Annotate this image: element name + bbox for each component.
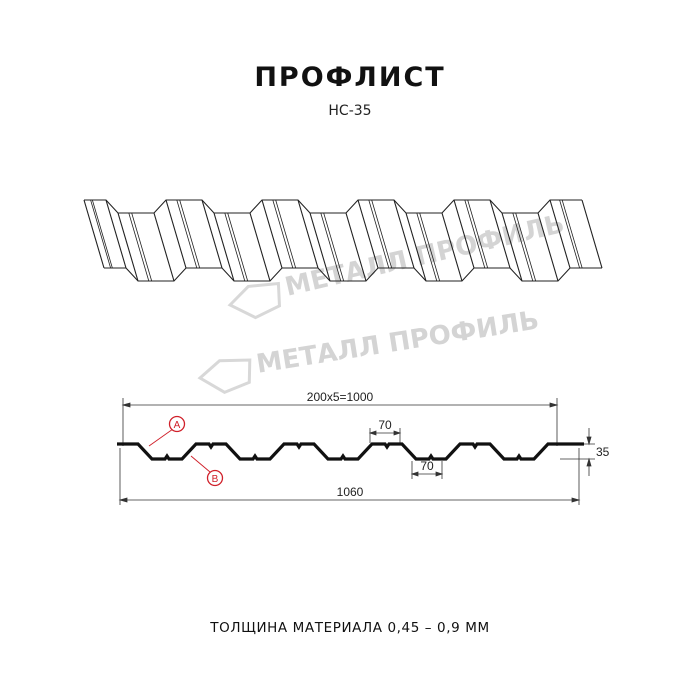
arrowheads (368, 430, 402, 436)
sheet-stiffener-line (90, 199, 111, 269)
bottom-shelf-label: 70 (420, 459, 434, 473)
sheet-stiffener-line (512, 212, 534, 282)
sheet-fold-line (549, 199, 571, 269)
sheet-stiffener-line (131, 212, 153, 282)
sheet-fold-line (213, 212, 235, 282)
sheet-fold-line (537, 212, 559, 282)
sheet-stiffener-line (227, 212, 249, 282)
marker-b-circle (206, 469, 224, 487)
sheet-back-edge (84, 199, 582, 214)
watermark-lower: МЕТАЛЛ ПРОФИЛЬ (197, 305, 541, 395)
sheet-stiffener-line (176, 199, 198, 269)
sheet-stiffener-line (275, 199, 297, 269)
sheet-fold-line (309, 212, 331, 282)
pitch-dimension-label: 200x5=1000 (307, 390, 374, 404)
sheet-fold-line (153, 212, 175, 282)
sheet-fold-line (345, 212, 367, 282)
sheet-fold-line (105, 199, 127, 269)
sheet-stiffener-line (368, 199, 390, 269)
material-thickness: ТОЛЩИНА МАТЕРИАЛА 0,45 – 0,9 ММ (210, 620, 490, 636)
sheet-stiffener-line (561, 199, 583, 269)
watermark-logo-icon (197, 358, 252, 395)
sheet-fold-line (357, 199, 379, 269)
sheet-fold-line (165, 199, 187, 269)
sheet-fold-line (453, 199, 475, 269)
watermark-text: МЕТАЛЛ ПРОФИЛЬ (254, 305, 541, 379)
marker-b-leader (190, 455, 211, 473)
cross-section (117, 398, 595, 505)
profile-model: НС-35 (328, 103, 372, 119)
sheet-stiffener-line (91, 199, 113, 269)
marker-a-label: A (174, 420, 181, 431)
sheet-stiffener-line (272, 199, 294, 269)
marker-b-label: B (212, 474, 219, 485)
sheet-stiffener-line (416, 212, 438, 282)
sheet-3d-view (83, 199, 603, 282)
watermark-logo-icon (227, 281, 282, 320)
sheet-fold-line (117, 212, 139, 282)
arrowheads (410, 471, 444, 477)
arrowheads (121, 402, 559, 408)
sheet-fold-line (201, 199, 223, 269)
sheet-fold-line (489, 199, 511, 269)
sheet-fold-line (249, 212, 271, 282)
profile-section-line (117, 442, 584, 461)
sheet-stiffener-line (371, 199, 393, 269)
marker-a-circle (168, 415, 186, 433)
sheet-stiffener-line (515, 212, 537, 282)
sheet-stiffener-line (467, 199, 489, 269)
marker-a-leader (148, 428, 174, 447)
height-label: 35 (596, 445, 610, 459)
sheet-fold-line (581, 199, 603, 269)
sheet-stiffener-line (419, 212, 441, 282)
total-width-label: 1060 (337, 485, 364, 499)
sheet-fold-line (501, 212, 523, 282)
arrowheads (118, 497, 581, 503)
sheet-fold-line (441, 212, 463, 282)
sheet-stiffener-line (559, 199, 580, 269)
sheet-fold-line (83, 199, 105, 269)
arrowheads (586, 436, 592, 467)
sheet-stiffener-line (464, 199, 486, 269)
top-shelf-label: 70 (378, 418, 392, 432)
page-title: ПРОФЛИСТ (254, 62, 446, 93)
sheet-fold-line (297, 199, 319, 269)
watermark-text: МЕТАЛЛ ПРОФИЛЬ (282, 209, 567, 302)
sheet-stiffener-line (179, 199, 201, 269)
sheet-stiffener-line (128, 212, 150, 282)
sheet-fold-line (261, 199, 283, 269)
sheet-fold-line (393, 199, 415, 269)
sheet-front-edge (104, 267, 602, 282)
sheet-stiffener-line (323, 212, 345, 282)
sheet-stiffener-line (320, 212, 342, 282)
sheet-fold-line (405, 212, 427, 282)
sheet-stiffener-line (224, 212, 246, 282)
